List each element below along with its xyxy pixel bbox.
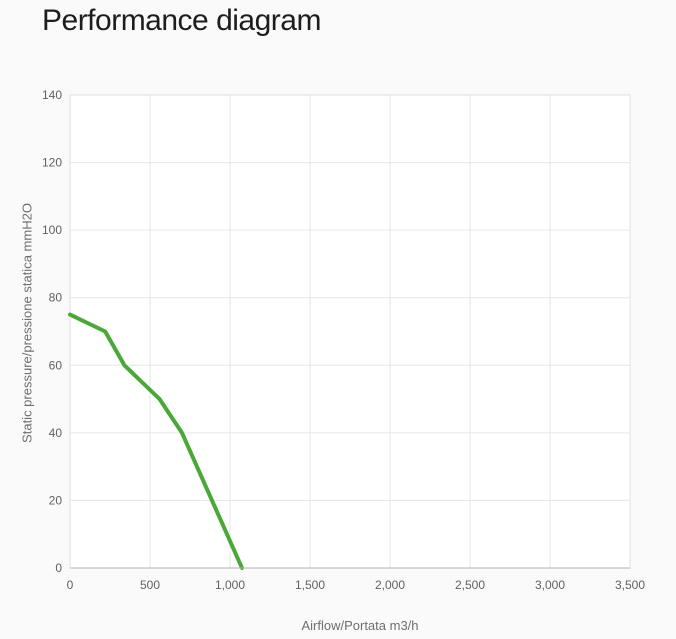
- y-tick-label: 40: [49, 426, 63, 440]
- y-tick-label: 120: [42, 156, 62, 170]
- y-tick-label: 60: [49, 358, 63, 372]
- x-tick-label: 1,000: [215, 578, 245, 592]
- y-tick-label: 100: [42, 223, 62, 237]
- x-tick-label: 3,000: [535, 578, 565, 592]
- y-tick-label: 80: [49, 291, 63, 305]
- x-tick-label: 500: [140, 578, 160, 592]
- series-line-fan-performance-curve: [68, 312, 244, 570]
- y-tick-label: 20: [49, 493, 63, 507]
- plot-area: [70, 95, 630, 568]
- x-tick-label: 0: [67, 578, 74, 592]
- x-tick-label: 3,500: [615, 578, 645, 592]
- x-tick-label: 1,500: [295, 578, 325, 592]
- page-title: Performance diagram: [42, 4, 321, 37]
- y-tick-label: 140: [42, 88, 62, 102]
- x-axis-title: Airflow/Portata m3/h: [301, 618, 419, 633]
- y-tick-label: 0: [55, 561, 62, 575]
- y-axis-title: Static pressure/pressione statica mmH2O: [19, 203, 35, 443]
- x-tick-label: 2,500: [455, 578, 485, 592]
- x-tick-label: 2,000: [375, 578, 405, 592]
